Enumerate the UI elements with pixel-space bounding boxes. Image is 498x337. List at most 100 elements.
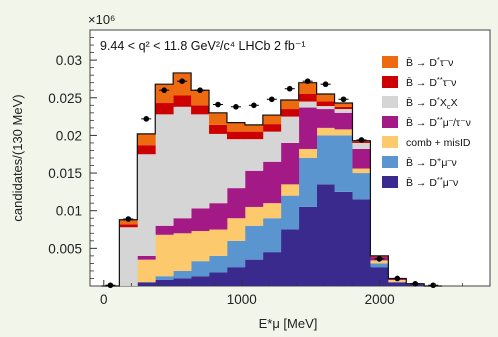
bar-series-2-bin-14 <box>352 168 371 174</box>
bar-series-3-bin-12 <box>316 109 335 128</box>
data-point-16 <box>394 275 401 282</box>
bar-series-5-bin-9 <box>262 124 282 132</box>
bar-series-2-bin-15 <box>370 260 389 264</box>
bar-series-0-bin-15 <box>370 267 389 286</box>
x-axis-title: E*μ [MeV] <box>259 316 318 331</box>
data-point-5 <box>197 87 203 94</box>
bar-series-5-bin-5 <box>191 105 210 115</box>
selection-annotation: 9.44 < q² < 11.8 GeV²/c⁴ LHCb 2 fb⁻¹ <box>100 39 306 53</box>
bar-series-4-bin-11 <box>298 101 318 108</box>
data-point-7 <box>233 104 239 110</box>
bar-series-0-bin-11 <box>298 206 318 286</box>
bar-series-3-bin-13 <box>334 112 353 130</box>
bar-series-0-bin-7 <box>226 267 246 286</box>
bar-series-6-bin-11 <box>298 82 318 94</box>
y-tick-label-5: 0.03 <box>56 53 82 68</box>
bar-series-5-bin-4 <box>173 95 192 107</box>
bar-series-2-bin-3 <box>155 234 174 277</box>
bar-series-6-bin-10 <box>280 100 300 110</box>
bar-series-5-bin-6 <box>209 124 228 134</box>
bar-series-4-bin-10 <box>280 116 300 143</box>
y-tick-label-0: 0.005 <box>48 241 82 256</box>
bar-series-2-bin-5 <box>191 231 210 262</box>
bar-series-4-bin-4 <box>173 106 192 219</box>
legend-label-0: B̄ → D*τ–ν <box>406 55 453 69</box>
bar-series-1-bin-7 <box>226 240 246 268</box>
bar-series-2-bin-11 <box>298 148 318 158</box>
bar-series-4-bin-1 <box>119 227 138 286</box>
bar-series-1-bin-9 <box>262 218 282 253</box>
bar-series-0-bin-16 <box>388 282 407 286</box>
bar-series-3-bin-14 <box>352 148 371 169</box>
axes: 0 1000 2000 0.005 0.01 0.015 0.02 0.025 0.03 <box>48 37 491 307</box>
bar-series-2-bin-6 <box>209 229 228 256</box>
data-point-0 <box>107 282 114 289</box>
legend-swatch-3 <box>382 116 398 128</box>
bar-series-6-bin-12 <box>316 94 335 102</box>
x-tick-label-2: 2000 <box>365 292 395 307</box>
bar-series-0-bin-14 <box>352 199 371 286</box>
bar-series-3-bin-5 <box>191 208 210 232</box>
bar-series-6-bin-2 <box>137 133 156 146</box>
data-point-12 <box>322 81 329 88</box>
bar-series-0-bin-4 <box>173 278 192 286</box>
y-tick-label-1: 0.01 <box>56 204 82 219</box>
bar-series-3-bin-9 <box>262 161 282 204</box>
scale-label: ×10⁶ <box>88 12 115 27</box>
bar-series-4-bin-3 <box>155 114 174 226</box>
bar-series-5-bin-13 <box>334 106 353 110</box>
data-point-2 <box>143 116 150 122</box>
data-point-6 <box>215 101 221 108</box>
data-point-11 <box>304 78 311 84</box>
bar-series-5-bin-7 <box>226 131 246 140</box>
stack-outline <box>101 72 443 287</box>
bar-series-3-bin-8 <box>244 170 264 207</box>
bar-series-5-bin-10 <box>280 109 300 117</box>
bar-series-6-bin-9 <box>262 115 282 125</box>
bar-series-1-bin-14 <box>352 173 371 200</box>
y-tick-label-4: 0.025 <box>48 91 82 106</box>
bar-series-0-bin-12 <box>316 184 335 286</box>
bar-series-5-bin-11 <box>298 94 318 102</box>
bar-series-6-bin-13 <box>334 103 353 107</box>
bar-series-0-bin-8 <box>244 259 264 286</box>
data-points <box>105 78 439 289</box>
y-tick-label-3: 0.02 <box>56 128 82 143</box>
data-point-9 <box>268 96 275 103</box>
bar-series-3-bin-3 <box>155 225 174 235</box>
bar-series-1-bin-11 <box>298 158 318 207</box>
legend-label-5: B̄ → D+μ–ν <box>406 155 457 169</box>
bar-series-6-bin-5 <box>191 90 210 106</box>
bar-series-3-bin-10 <box>280 142 300 185</box>
bar-series-0-bin-13 <box>334 191 353 286</box>
bar-series-2-bin-2 <box>137 259 156 283</box>
bar-series-0-bin-9 <box>262 252 282 286</box>
legend-label-2: B̄ → D*XcX <box>406 95 458 111</box>
bar-series-1-bin-4 <box>173 270 192 279</box>
bar-series-1-bin-15 <box>370 263 389 268</box>
bar-series-5-bin-3 <box>155 103 174 115</box>
bar-series-6-bin-7 <box>226 122 246 132</box>
bar-series-1-bin-10 <box>280 195 300 230</box>
bar-series-2-bin-7 <box>226 218 246 241</box>
bar-series-0-bin-10 <box>280 229 300 286</box>
legend-label-3: B̄ → D**μ–/τ⁻ν <box>406 115 471 129</box>
bar-series-2-bin-10 <box>280 184 300 196</box>
bar-series-1-bin-3 <box>155 276 174 280</box>
y-axis-title: candidates/(130 MeV) <box>10 94 25 221</box>
bar-series-3-bin-11 <box>298 107 318 149</box>
data-point-3 <box>161 87 168 94</box>
bar-series-6-bin-4 <box>173 72 192 96</box>
legend-label-1: B̄ → D**τ–ν <box>406 75 456 89</box>
bar-series-6-bin-8 <box>244 124 264 132</box>
bar-series-4-bin-9 <box>262 131 282 162</box>
bar-series-0-bin-3 <box>155 279 174 286</box>
data-point-1 <box>125 216 132 222</box>
bar-series-5-bin-8 <box>244 131 264 140</box>
bar-series-3-bin-6 <box>209 203 228 230</box>
bar-series-4-bin-5 <box>191 114 210 209</box>
data-point-10 <box>286 85 293 92</box>
bar-series-4-bin-12 <box>316 106 335 110</box>
bar-series-0-bin-5 <box>191 276 210 286</box>
bar-series-0-bin-6 <box>209 272 228 286</box>
